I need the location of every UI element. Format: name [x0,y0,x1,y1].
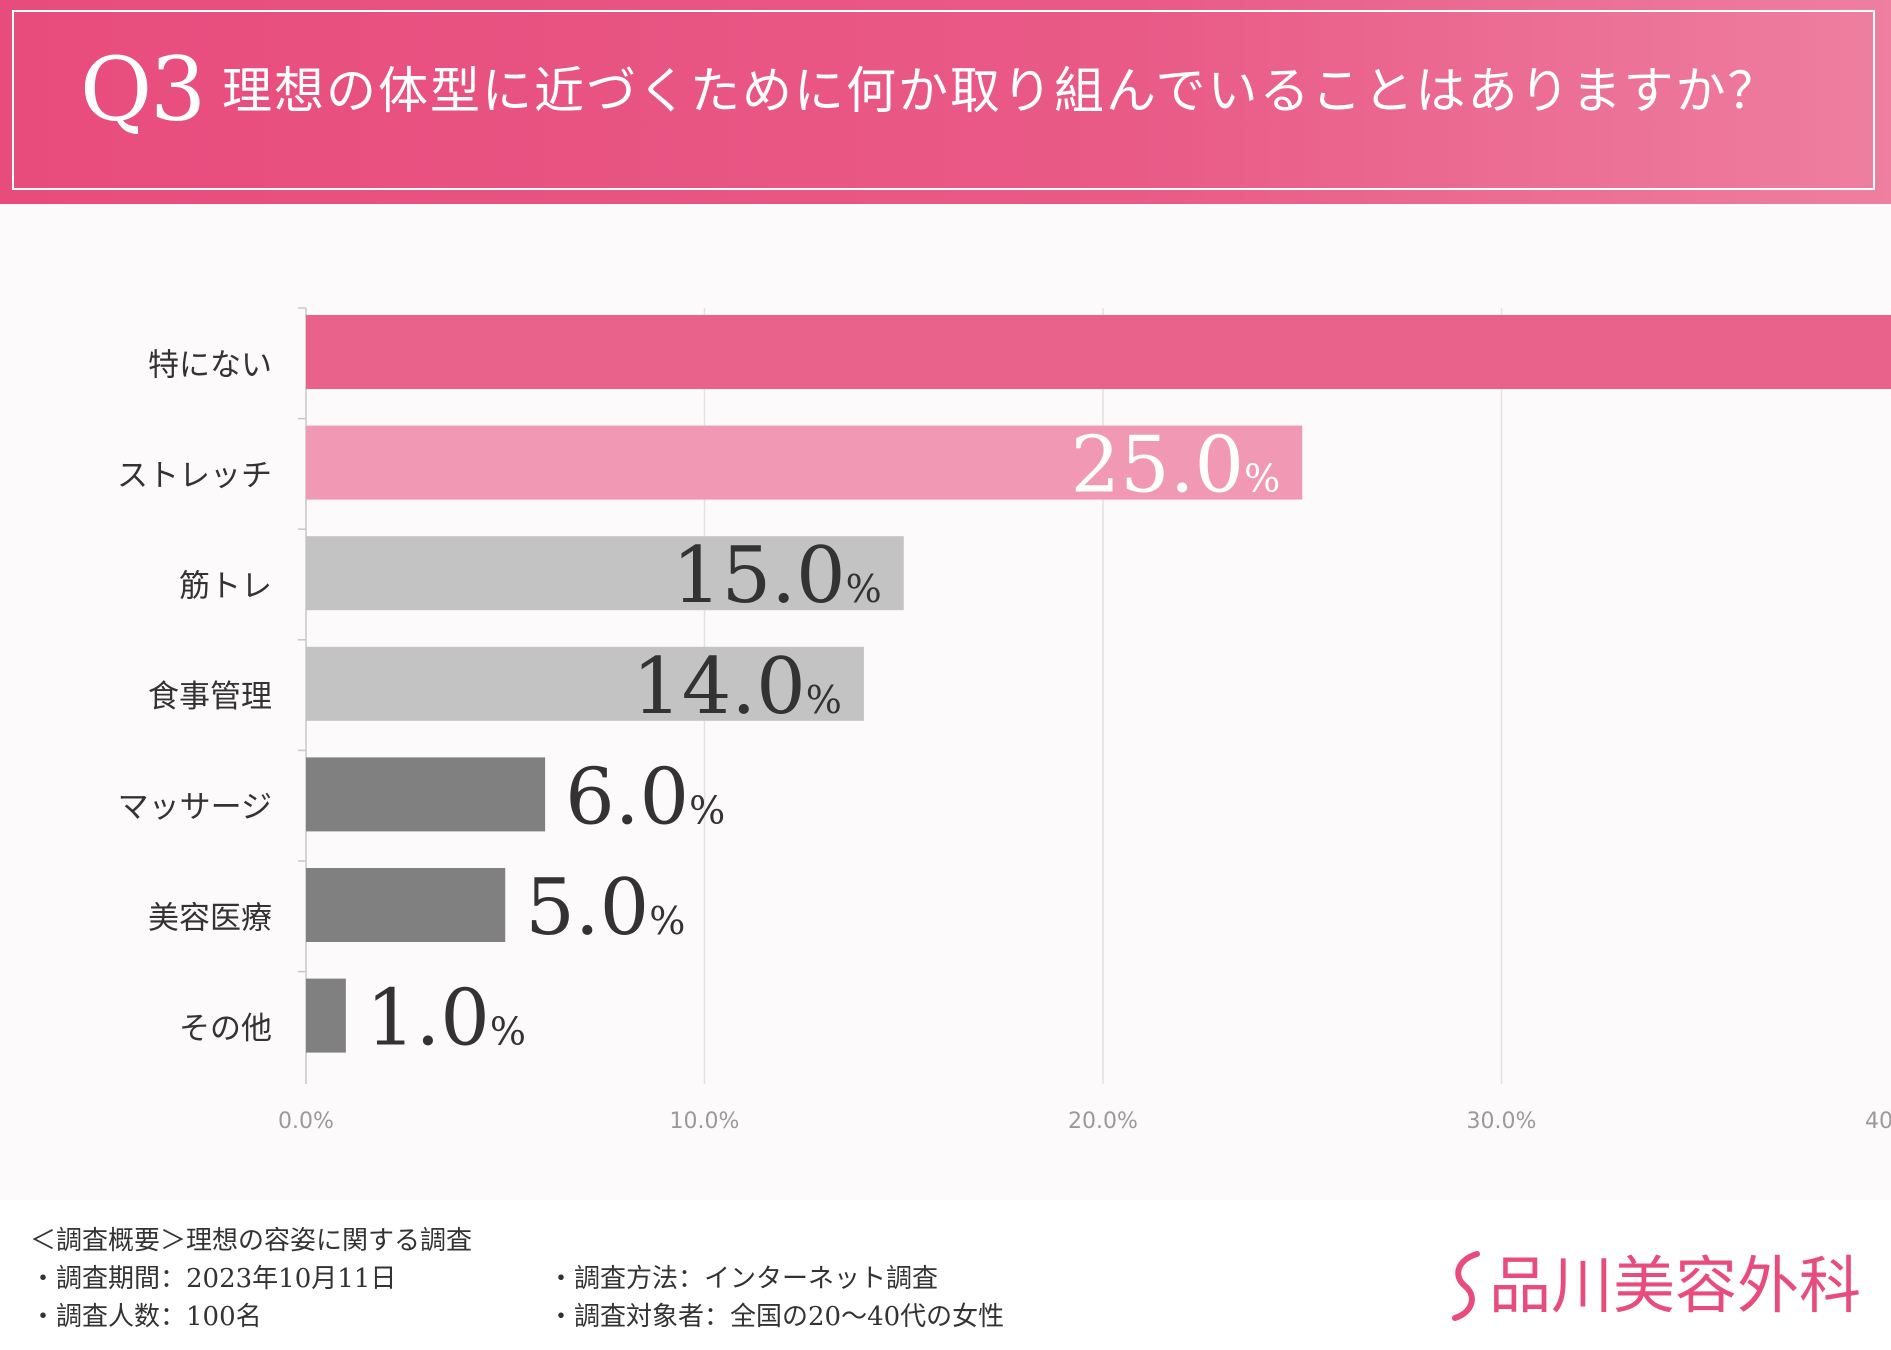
x-tick-label: 20.0% [1068,1109,1138,1134]
question-number: Q3 [80,38,206,141]
x-tick-label: 40.0% [1865,1109,1891,1134]
footer: ＜調査概要＞理想の容姿に関する調査 ・調査期間：2023年10月11日 ・調査人… [0,1200,1891,1350]
category-label: 特にない [148,347,272,383]
bar [306,315,1891,389]
bar [306,425,1303,500]
data-label-suffix: % [806,678,842,722]
header-banner: Q3 理想の体型に近づくために何か取り組んでいることはありますか？ [0,0,1891,204]
category-label: マッサージ [118,790,272,826]
survey-overview: ＜調査概要＞理想の容姿に関する調査 [30,1226,473,1256]
survey-target: ・調査対象者：全国の20〜40代の女性 [548,1302,1005,1332]
data-label-suffix: % [1244,457,1280,501]
x-tick-label: 30.0% [1467,1109,1537,1134]
survey-method: ・調査方法：インターネット調査 [548,1264,939,1294]
category-label: ストレッチ [117,458,272,494]
x-tick-label: 0.0% [278,1109,334,1134]
data-label: 6.0% [565,752,725,842]
header-frame [12,10,1875,190]
data-label-value: 15.0 [672,531,846,621]
question-title: 理想の体型に近づくために何か取り組んでいることはありますか？ [222,62,1780,120]
survey-period: ・調査期間：2023年10月11日 [30,1264,397,1294]
data-label-value: 1.0 [366,974,490,1064]
data-label-value: 6.0 [565,752,689,842]
data-label-suffix: % [689,788,725,832]
data-label-value: 14.0 [632,642,806,732]
data-label-suffix: % [846,567,882,611]
brand-mark-icon [1451,1251,1480,1321]
bar [306,646,864,721]
brand-name: 品川美容外科 [1488,1249,1861,1322]
data-label: 1.0% [366,974,526,1064]
data-label: 5.0% [525,863,685,953]
data-label: 25.0% [1070,421,1280,511]
survey-count: ・調査人数：100名 [30,1302,262,1332]
data-label: 15.0% [672,531,882,621]
brand-logo: 品川美容外科 [1447,1250,1861,1322]
category-label: 筋トレ [179,569,272,605]
category-label: 美容医療 [148,900,272,936]
bar [306,757,546,832]
bar [306,536,904,611]
category-label: 食事管理 [148,679,272,715]
data-label-suffix: % [649,899,685,943]
data-label-suffix: % [490,1010,526,1054]
category-label: その他 [179,1011,272,1047]
bar-chart: 0.0%10.0%20.0%30.0%40.0%50.0%60.0%特にない57… [117,307,1891,1134]
data-label: 14.0% [632,642,842,732]
x-tick-label: 10.0% [670,1109,740,1134]
data-label-value: 25.0 [1070,421,1244,511]
bar [306,978,346,1053]
bar [306,868,506,942]
data-label-value: 5.0 [525,863,649,953]
